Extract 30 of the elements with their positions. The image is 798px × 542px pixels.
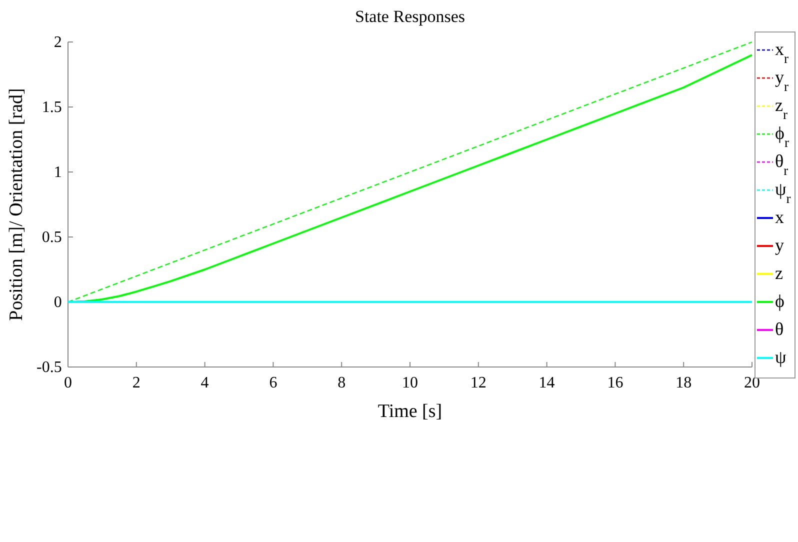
- y-axis-title: Position [m]/ Orientation [rad]: [6, 88, 27, 321]
- legend-label: ϕ$_{r}$: [775, 123, 790, 150]
- x-tick-label: 18: [676, 374, 692, 392]
- legend-label: ψ$_{r}$: [775, 179, 792, 206]
- legend-label: z: [775, 263, 783, 283]
- legend-label: θ: [775, 319, 784, 339]
- legend-label: y$_{r}$: [775, 67, 789, 94]
- x-tick-label: 6: [269, 374, 278, 392]
- y-tick-label: 0.5: [42, 229, 62, 246]
- y-tick-label: 1.5: [42, 99, 62, 116]
- legend-label: ψ: [775, 347, 787, 367]
- y-tick-label: 2: [54, 34, 62, 52]
- y-tick-label: 0: [54, 294, 62, 312]
- legend-label: z$_{r}$: [775, 95, 788, 122]
- legend-label: x: [775, 207, 784, 227]
- x-tick-label: 2: [132, 374, 140, 392]
- x-tick-label: 10: [402, 374, 418, 392]
- x-tick-label: 4: [200, 374, 209, 392]
- x-axis-title: Time [s]: [378, 401, 442, 422]
- chart-title: State Responses: [354, 7, 466, 26]
- y-tick-label: 1: [54, 164, 62, 182]
- legend-label: y: [775, 235, 784, 255]
- legend-label: x$_{r}$: [775, 39, 789, 66]
- y-tick-label: -0.5: [36, 359, 62, 376]
- legend-label: θ$_{r}$: [775, 151, 789, 178]
- x-tick-label: 16: [607, 374, 624, 392]
- legend-label: ϕ: [775, 291, 784, 311]
- x-tick-label: 12: [470, 374, 486, 392]
- x-tick-label: 14: [538, 374, 555, 392]
- x-tick-label: 8: [338, 374, 346, 392]
